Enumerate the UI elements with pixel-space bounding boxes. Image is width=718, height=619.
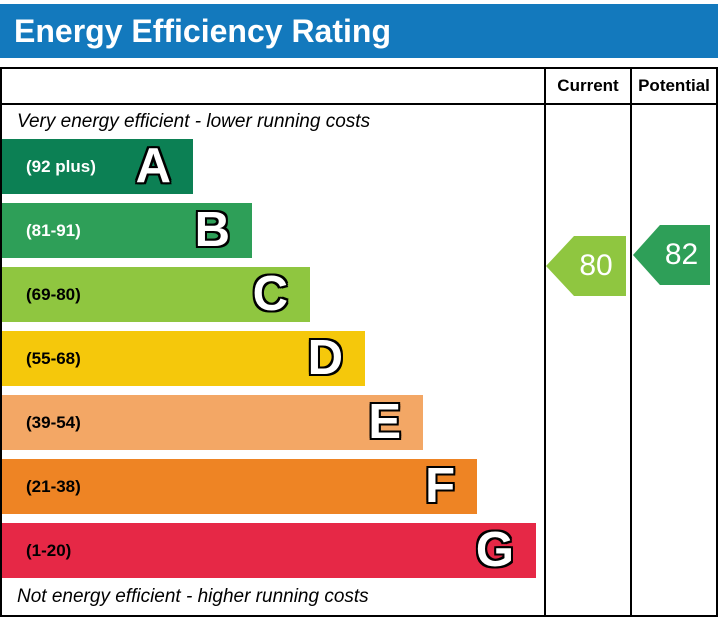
- column-divider-current: [544, 67, 546, 617]
- band-a: (92 plus) A: [2, 139, 193, 194]
- band-range-label: (69-80): [26, 284, 81, 304]
- band-d: (55-68) D: [2, 331, 365, 386]
- band-range-label: (1-20): [26, 540, 72, 560]
- caption-very-efficient: Very energy efficient - lower running co…: [17, 111, 371, 132]
- title-bar: Energy Efficiency Rating: [0, 4, 718, 58]
- band-g: (1-20) G: [2, 523, 536, 578]
- band-c: (69-80) C: [2, 267, 310, 322]
- band-letter: D: [307, 331, 343, 385]
- band-e: (39-54) E: [2, 395, 423, 450]
- band-range-label: (21-38): [26, 476, 81, 496]
- band-letter: A: [135, 139, 171, 193]
- band-range-label: (39-54): [26, 412, 81, 432]
- band-letter: C: [252, 267, 288, 321]
- column-header-potential: Potential: [638, 76, 710, 95]
- band-f: (21-38) F: [2, 459, 477, 514]
- column-divider-potential: [630, 67, 632, 617]
- potential-rating-value: 82: [664, 238, 699, 271]
- band-letter: F: [425, 459, 455, 513]
- band-letter: B: [194, 203, 230, 257]
- current-rating-value: 80: [579, 249, 613, 282]
- band-letter: G: [475, 523, 514, 577]
- caption-not-efficient: Not energy efficient - higher running co…: [17, 586, 369, 607]
- band-b: (81-91) B: [2, 203, 252, 258]
- band-letter: E: [368, 395, 401, 449]
- table-header-divider: [0, 103, 718, 105]
- band-range-label: (55-68): [26, 348, 81, 368]
- band-range-label: (81-91): [26, 220, 81, 240]
- page-title: Energy Efficiency Rating: [14, 12, 391, 49]
- column-header-current: Current: [557, 76, 619, 95]
- band-range-label: (92 plus): [26, 156, 96, 176]
